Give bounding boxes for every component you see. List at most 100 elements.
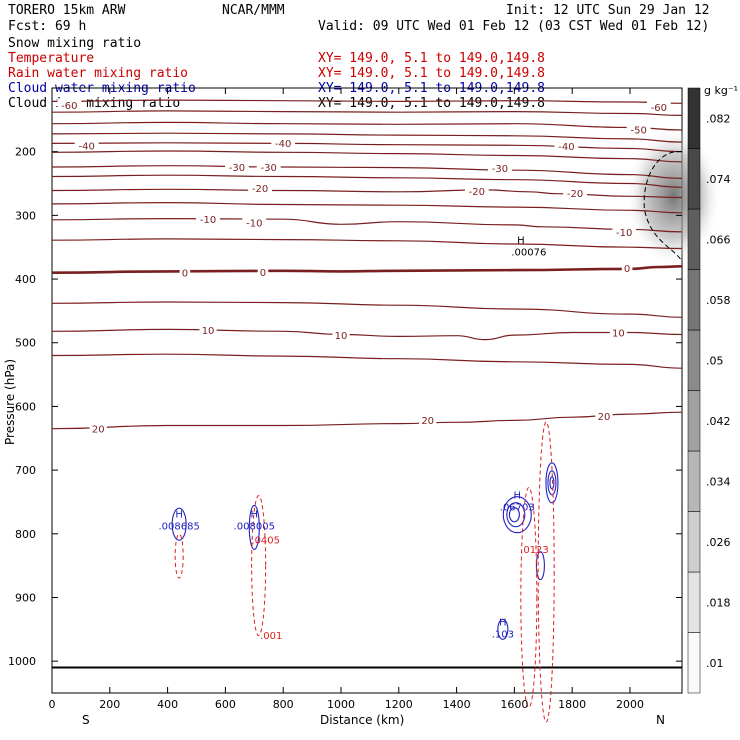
x-axis-south-label: S [82, 713, 90, 727]
cloud-water-contour [248, 504, 260, 550]
isotherm-label-bg [563, 187, 587, 199]
colorbar-segment [687, 269, 701, 331]
isotherm-label: -20 [567, 189, 583, 200]
colorbar-label: .034 [706, 475, 731, 488]
rain-water-contour [520, 486, 538, 708]
isotherm--55 [51, 110, 683, 116]
cloud-water-contour [502, 496, 532, 534]
x-tick-label: 0 [49, 698, 56, 711]
rain-water-contour [251, 495, 267, 637]
rain-water-contour [174, 533, 184, 579]
isotherm-label: 10 [202, 326, 215, 337]
colorbar-label: .05 [706, 354, 724, 367]
isotherm-label-bg [612, 225, 637, 237]
cloud-water-contour [549, 476, 555, 490]
isotherm-label: -20 [469, 187, 485, 198]
colorbar-label: .042 [706, 415, 731, 428]
isotherm-label: -30 [261, 163, 277, 174]
isotherm-label: -20 [252, 184, 268, 195]
cloud-water-contour [497, 618, 509, 640]
temperature-contours: -60 -60 -50 -40 -40 -40 -30 -30 -30 -20 -20 -20 -10 -… [51, 99, 683, 669]
colorbar-segment [687, 329, 701, 391]
y-tick-label: 800 [15, 528, 36, 541]
y-tick-label: 400 [15, 273, 36, 286]
x-axis-north-label: N [656, 713, 665, 727]
y-tick-label: 200 [15, 146, 36, 159]
isotherm-label-bg [57, 99, 82, 111]
colorbar-label: .074 [706, 173, 731, 186]
x-tick-label: 1600 [500, 698, 528, 711]
isotherm-label-bg [199, 324, 217, 335]
isotherm-label-bg [196, 213, 220, 225]
plot-frame [51, 87, 683, 694]
colorbar-label: .066 [706, 233, 731, 246]
y-tick-label: 300 [15, 209, 36, 222]
isotherm-label-bg [242, 216, 267, 228]
cloud-water-contour [545, 462, 559, 504]
colorbar-label: .018 [706, 596, 731, 609]
isotherm--40 [51, 142, 683, 153]
isotherm-label: 20 [92, 425, 105, 436]
rain-water-label: .001 [260, 631, 282, 642]
isotherm-label-bg [621, 262, 633, 274]
forecast-hour: Fcst: 69 h [8, 19, 86, 34]
isotherm--15 [51, 201, 683, 214]
x-tick-label: 400 [157, 698, 178, 711]
center-label: NCAR/MMM [222, 3, 285, 18]
colorbar-segment [687, 632, 701, 694]
isotherm-label: 10 [612, 329, 625, 340]
isotherm--50 [51, 121, 683, 131]
x-tick-label: 2000 [616, 698, 644, 711]
isotherm-label-bg [248, 181, 272, 193]
x-tick-label: 1400 [443, 698, 471, 711]
cloud-water-max-marker: H [499, 618, 507, 629]
y-tick-label: 700 [15, 464, 36, 477]
cloud-water-max-value: .103 [492, 630, 514, 641]
isotherm-10 [51, 328, 683, 341]
cloud-water-contours [171, 462, 559, 640]
colorbar-segment [687, 390, 701, 452]
isotherm-label: -40 [558, 142, 574, 153]
x-tick-label: 200 [99, 698, 120, 711]
cloud-water-max-marker: H [251, 509, 259, 520]
isotherm-label: -10 [200, 215, 216, 226]
cloud-ice-max-value: .00076 [511, 248, 546, 259]
isotherm-label: 0 [624, 264, 630, 275]
model-title: TORERO 15km ARW [8, 3, 126, 18]
isotherm--10 [51, 217, 683, 233]
cloud-water-contour [535, 551, 545, 581]
isotherm-label-bg [609, 326, 628, 338]
x-tick-label: 1000 [327, 698, 355, 711]
colorbar-label: .058 [706, 294, 731, 307]
legend-field-name: Rain water mixing ratio [8, 66, 188, 81]
y-tick-label: 900 [15, 591, 36, 604]
isotherm-label-bg [257, 266, 269, 278]
isotherm-label-bg [256, 160, 281, 172]
cloud-ice-contour [643, 151, 683, 262]
isotherm-label-bg [488, 162, 512, 174]
y-tick-label: 600 [15, 400, 36, 413]
legend-field-name: Temperature [8, 51, 94, 66]
isotherm-label: 0 [260, 268, 266, 279]
isotherm--25 [51, 174, 683, 188]
valid-time: Valid: 09 UTC Wed 01 Feb 12 (03 CST Wed … [318, 19, 709, 34]
isotherm-label: -50 [630, 125, 646, 136]
x-tick-label: 600 [215, 698, 236, 711]
isotherm-label: 10 [335, 331, 348, 342]
isotherm-label-bg [225, 160, 249, 172]
init-time: Init: 12 UTC Sun 29 Jan 12 [506, 3, 710, 18]
rain-water-contours: .001 .0123 .0405 [174, 421, 555, 723]
cloud-water-contour [508, 507, 520, 523]
isotherm--20 [51, 188, 683, 199]
x-tick-label: 1800 [558, 698, 586, 711]
y-axis-label: Pressure (hPa) [3, 359, 17, 445]
cloud-water-contour [171, 507, 187, 541]
isotherm-label-bg [595, 409, 613, 421]
isotherm-label: 20 [421, 416, 434, 427]
isotherm-15 [51, 353, 683, 369]
isotherm-label-bg [464, 185, 489, 197]
colorbar-unit: g kg⁻¹ [704, 84, 738, 97]
colorbar-label: .026 [706, 536, 731, 549]
cloud-water-max-value: .008685 [158, 521, 199, 532]
